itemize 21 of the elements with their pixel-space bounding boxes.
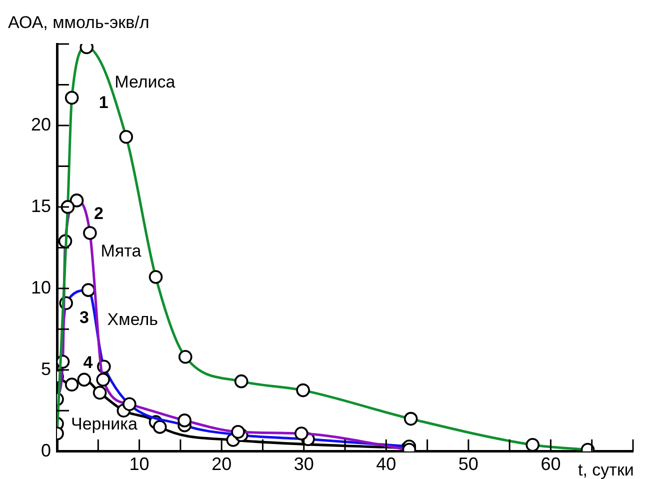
y-tick-label: 15 <box>30 196 52 216</box>
x-tick-label: 10 <box>129 454 150 474</box>
series-label: Мята <box>100 241 142 260</box>
y-axis-title: АОА, ммоль-экв/л <box>8 13 150 32</box>
y-tick-label: 0 <box>41 440 52 460</box>
annotation: 3 <box>80 308 90 327</box>
annotation: 4 <box>83 353 94 372</box>
y-tick-label: 20 <box>30 114 52 134</box>
series-label: Черника <box>71 414 138 434</box>
x-axis-title: t, сутки <box>578 460 634 479</box>
y-tick-label: 5 <box>41 358 52 379</box>
series-label: Хмель <box>107 310 158 330</box>
x-tick-label: 40 <box>376 454 396 474</box>
annotation: 1 <box>98 92 108 112</box>
x-tick-label: 50 <box>458 454 478 474</box>
x-tick-label: 60 <box>540 454 561 474</box>
x-tick-label: 20 <box>212 454 232 474</box>
series-label: Мелиса <box>114 72 176 92</box>
y-tick-label: 10 <box>30 277 52 298</box>
annotation: 2 <box>94 204 104 224</box>
x-tick-label: 30 <box>294 454 314 474</box>
